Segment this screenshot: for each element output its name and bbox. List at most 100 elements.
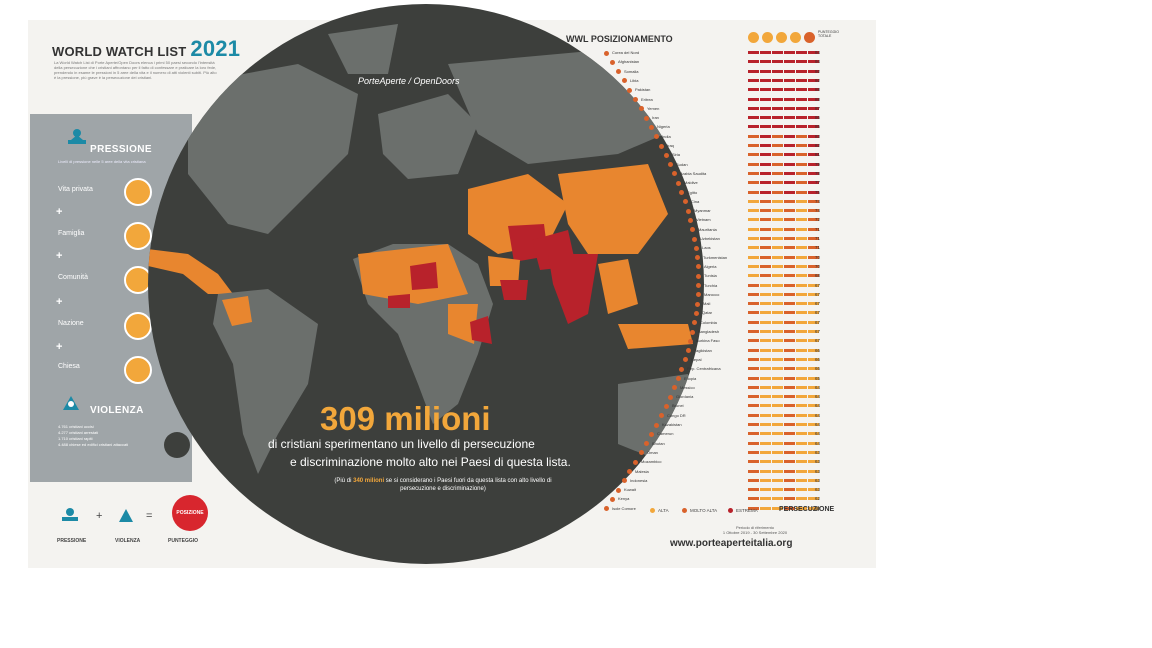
rank-marker <box>690 227 695 233</box>
church-small-icon <box>804 32 815 43</box>
ranking-row: Tagikistan 66 <box>0 347 848 355</box>
ranking-row: Camerun 64 <box>0 430 848 438</box>
country-name: Rep. Centrafricana <box>687 366 721 372</box>
country-score: 67 <box>815 329 821 334</box>
pressure-bars <box>748 450 819 454</box>
pressure-bars <box>748 488 819 492</box>
country-name: Marocco <box>704 291 720 297</box>
ranking-row: Indonesia 63 <box>0 477 848 485</box>
country-name: Qatar <box>702 310 713 316</box>
pressure-bars <box>748 460 819 464</box>
pressure-bars <box>748 302 819 306</box>
rank-marker <box>644 115 649 121</box>
country-score: 75 <box>815 189 821 195</box>
country-score: 66 <box>815 356 821 362</box>
family-small-icon <box>762 32 773 43</box>
church-icon <box>124 356 152 384</box>
pressure-bars <box>748 376 819 380</box>
plus-icon: + <box>56 206 63 218</box>
rank-marker <box>664 152 669 158</box>
legend-title: PERSECUZIONE <box>779 506 835 513</box>
ranking-row: Pakistan 88 <box>0 86 848 94</box>
violence-stat-2: 4.277 cristiani arrestati <box>58 430 99 435</box>
ranking-row: Colombia 67 <box>0 319 848 327</box>
headline-line-2: e discriminazione molto alto nei Paesi d… <box>290 455 571 469</box>
formula-label-score: PUNTEGGIO <box>168 538 199 544</box>
ranking-row: Somalia 92 <box>0 68 848 76</box>
rank-marker <box>654 134 659 140</box>
violence-badge-icon <box>164 432 190 458</box>
country-score: 67 <box>815 319 821 325</box>
ranking-row: Turkmenistan 70 <box>0 254 848 262</box>
rank-marker <box>686 208 691 214</box>
rank-marker <box>644 441 649 447</box>
poster-title: WORLD WATCH LIST 2021 <box>52 36 241 61</box>
ranking-row: Iraq 82 <box>0 142 848 150</box>
rank-marker <box>672 385 677 391</box>
legend-high: ALTA <box>650 508 669 513</box>
rank-marker <box>616 69 621 75</box>
country-score: 92 <box>815 68 821 74</box>
pressure-icon <box>68 129 86 144</box>
pressure-bars <box>748 264 819 268</box>
rank-marker <box>659 143 664 149</box>
country-score: 64 <box>815 422 821 427</box>
area-private-life: Vita privata <box>58 186 93 193</box>
nation-icon <box>124 312 152 340</box>
pressure-bars <box>748 171 819 175</box>
pressure-bars <box>748 423 819 426</box>
rank-marker <box>694 245 699 251</box>
ranking-row: Uzbekistan 71 <box>0 235 848 243</box>
ranking-row: Oman 63 <box>0 449 848 457</box>
pressure-bars <box>748 385 819 389</box>
ranking-row: Burkina Faso 67 <box>0 337 848 345</box>
country-name: Turkmenistan <box>703 254 728 260</box>
ranking-row: India 83 <box>0 133 848 141</box>
country-name: Yemen <box>647 105 660 111</box>
rank-marker <box>672 171 677 177</box>
headline-note: (Più di 340 milioni se si considerano i … <box>334 478 552 492</box>
country-score: 86 <box>815 115 821 121</box>
formula-plus: + <box>96 510 103 522</box>
country-score: 88 <box>815 96 821 102</box>
rank-marker <box>696 273 701 279</box>
rank-marker <box>639 106 644 112</box>
legend-very-high: MOLTO ALTA <box>682 508 717 513</box>
rank-marker <box>610 59 615 65</box>
country-score: 67 <box>815 338 821 344</box>
area-nation: Nazione <box>58 320 84 327</box>
country-name: Kuwait <box>624 487 637 493</box>
headline-number: 309 milioni <box>320 400 491 437</box>
pressure-title: PRESSIONE <box>90 144 152 155</box>
violence-formula-icon <box>119 509 133 522</box>
ranking-row: Libia 92 <box>0 77 848 85</box>
period: Periodo di riferimento 1 Ottobre 2019 - 3… <box>722 525 788 535</box>
pressure-bars <box>748 246 819 250</box>
pressure-bars <box>748 283 819 287</box>
violence-icon <box>63 396 79 410</box>
pressure-bars <box>748 116 819 120</box>
pressure-bars <box>748 190 819 194</box>
private-life-small-icon <box>748 32 759 43</box>
country-name: Uzbekistan <box>700 236 720 241</box>
private-life-icon <box>124 178 152 206</box>
country-score: 74 <box>815 208 821 214</box>
country-name: Burkina Faso <box>696 338 720 344</box>
area-family: Famiglia <box>58 230 85 237</box>
pressure-bars <box>748 497 819 501</box>
rank-marker <box>683 199 688 205</box>
country-name: Turchia <box>704 282 718 288</box>
intro-text: La World Watch List di Porte Aperte/Open… <box>54 60 217 80</box>
ranking-row: Eritrea 88 <box>0 96 848 104</box>
pressure-bars <box>748 181 819 185</box>
country-name: Isole Comore <box>612 505 636 511</box>
ranking-row: Brunei 64 <box>0 402 848 410</box>
rank-marker <box>627 87 632 93</box>
country-score: 63 <box>815 449 821 455</box>
country-name: Myanmar <box>694 208 711 214</box>
rank-marker <box>692 236 697 242</box>
country-score: 79 <box>815 161 821 167</box>
rank-marker <box>686 348 691 354</box>
pressure-bars <box>748 199 819 203</box>
country-score: 62 <box>815 496 821 502</box>
